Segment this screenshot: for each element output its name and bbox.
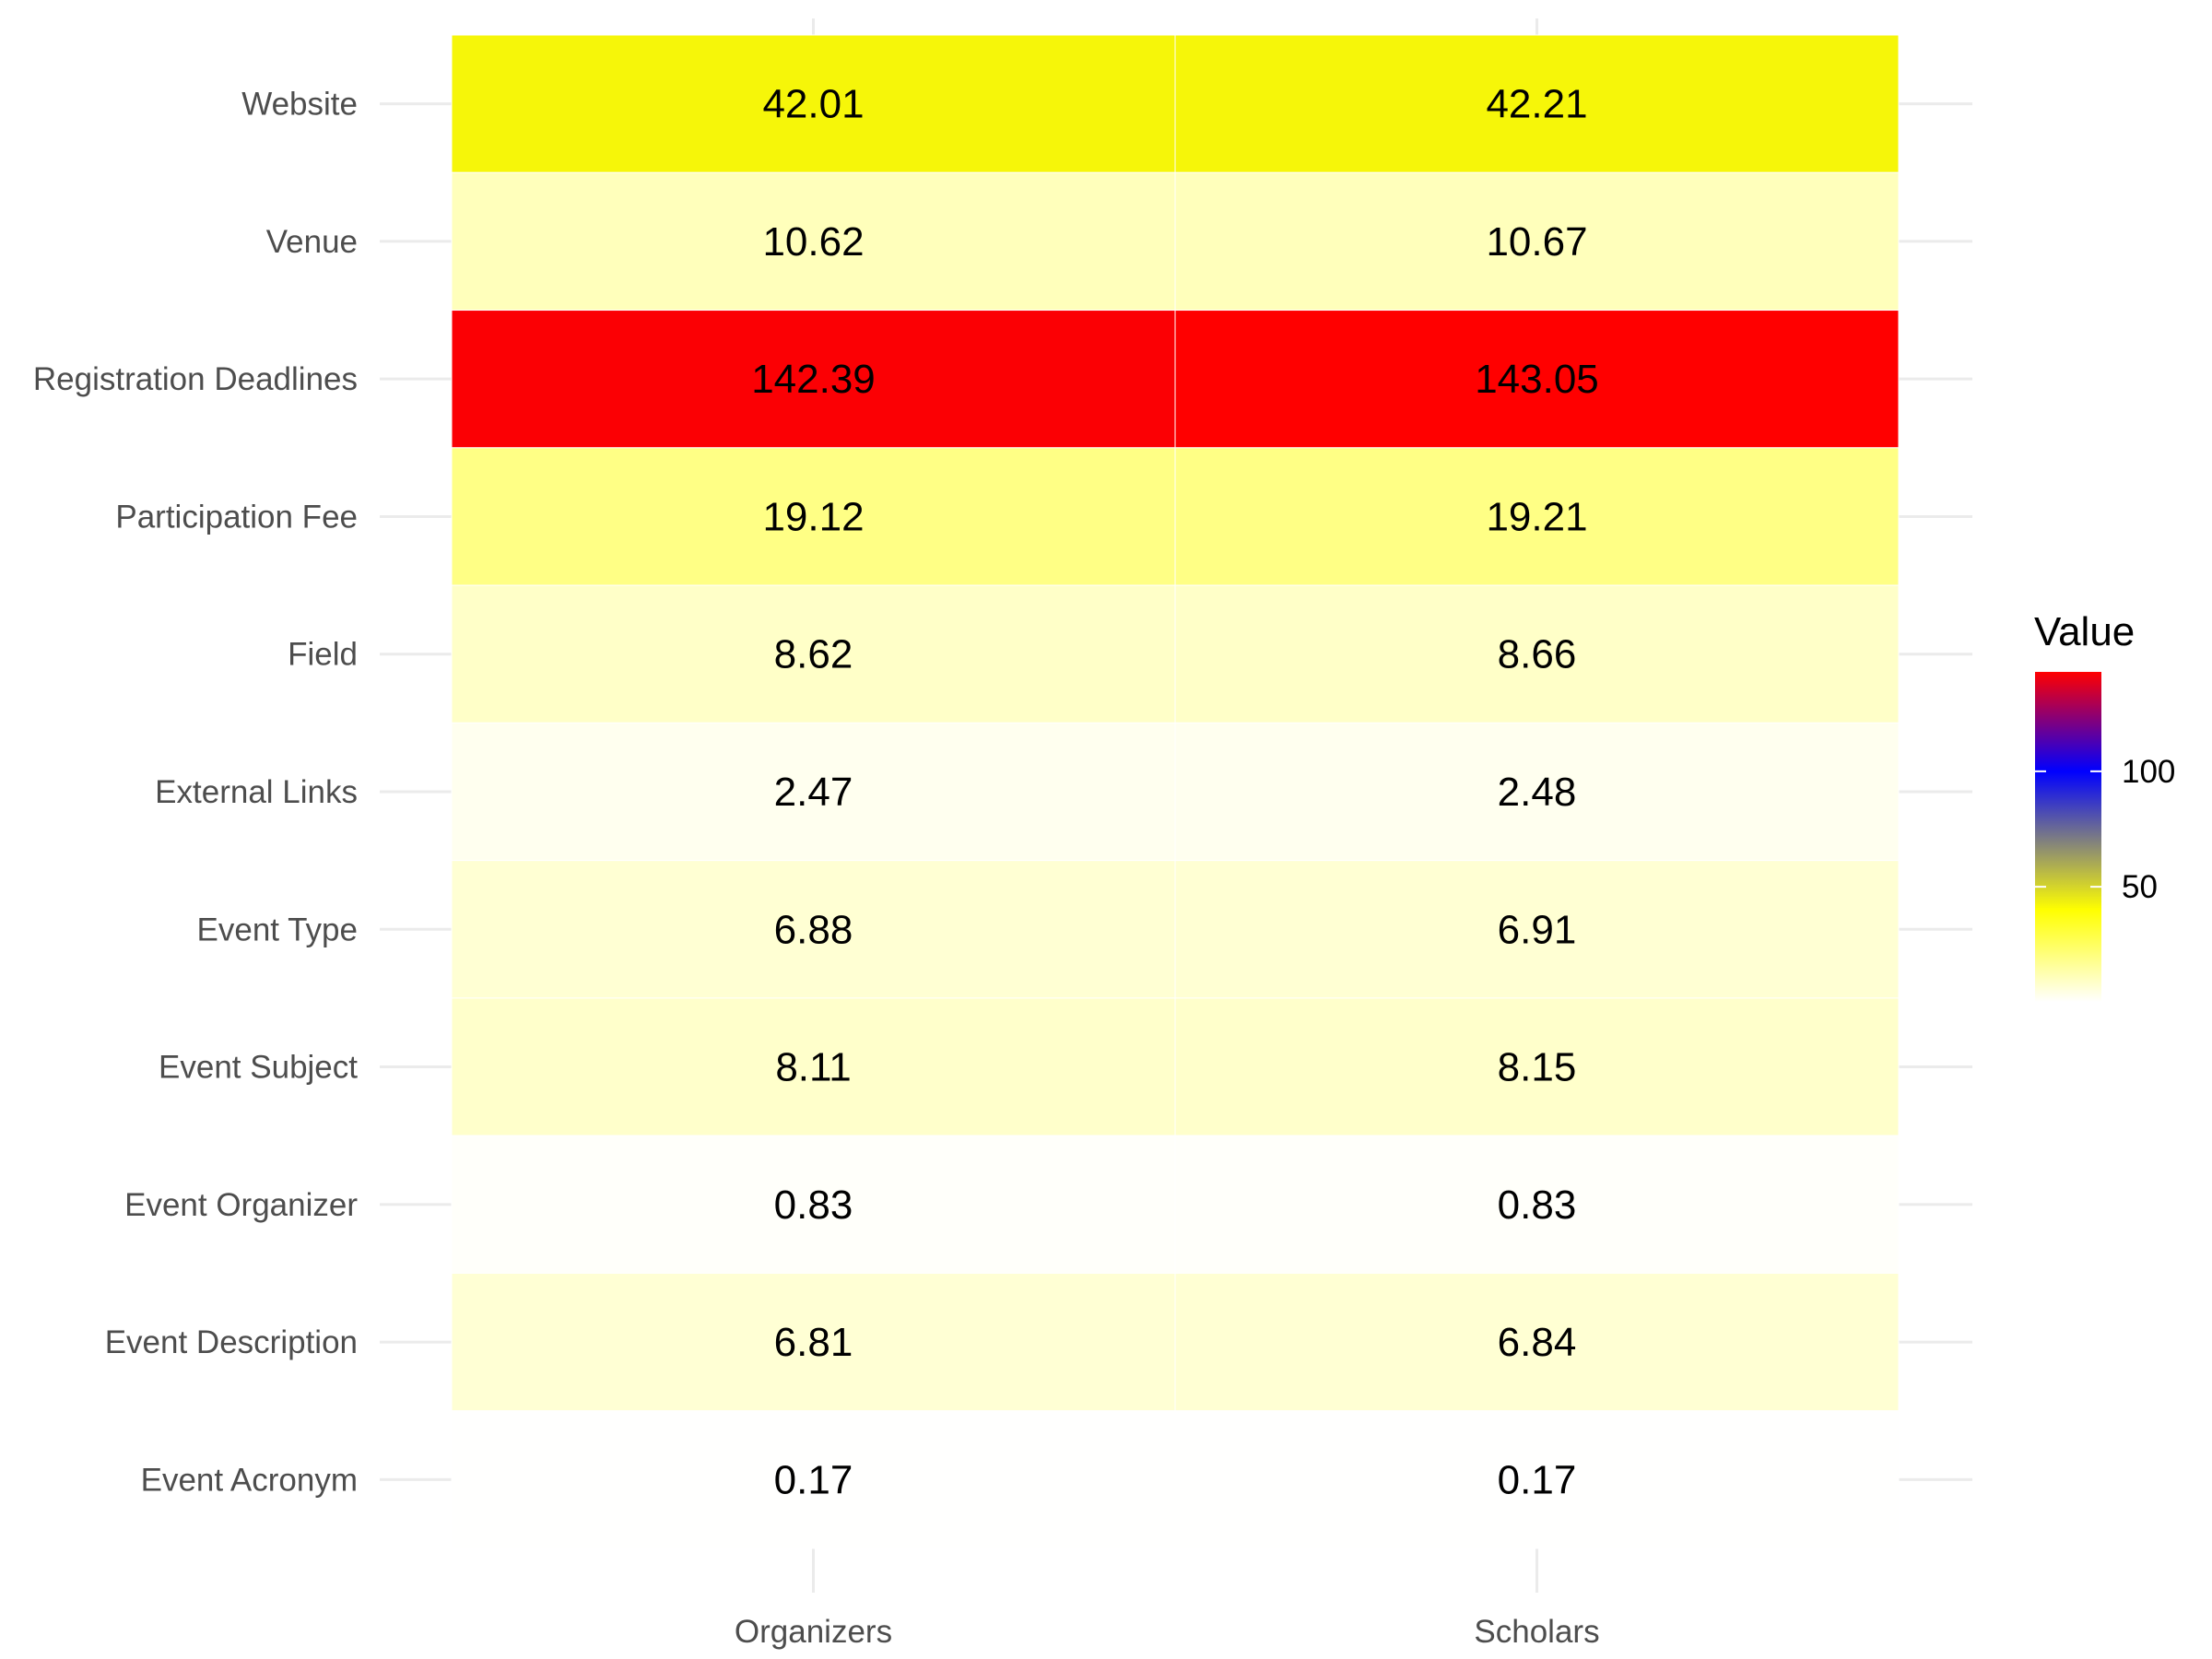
x-axis-ticks: Organizers Scholars [735, 1614, 1600, 1650]
cell-value-label: 6.84 [1498, 1320, 1577, 1365]
heatmap-cell [451, 722, 1176, 862]
y-tick-label: Venue [266, 224, 358, 260]
heatmap-cell [451, 1135, 1176, 1274]
heatmap-cell [1174, 447, 1900, 586]
heatmap-cell [451, 447, 1176, 586]
heatmap-cell [1174, 1410, 1900, 1549]
heatmap-cell [1174, 34, 1900, 173]
cell-value-label: 143.05 [1475, 357, 1599, 402]
y-axis-ticks: Website Venue Registration Deadlines Partic… [33, 87, 358, 1499]
cell-value-label: 142.39 [751, 357, 876, 402]
heatmap-cell [451, 310, 1176, 449]
cell-value-label: 6.81 [774, 1320, 853, 1365]
cell-value-label: 6.88 [774, 907, 853, 952]
cell-value-label: 10.67 [1486, 219, 1587, 265]
heatmap-cell [451, 997, 1176, 1136]
cell-value-label: 2.47 [774, 770, 853, 815]
x-tick-label: Scholars [1474, 1614, 1599, 1650]
y-tick-label: Event Organizer [124, 1187, 358, 1223]
heatmap-cells [451, 34, 1900, 1549]
y-tick-label: Event Type [197, 912, 358, 947]
legend-colorbar [2035, 672, 2101, 1002]
heatmap-cell [451, 34, 1176, 173]
y-tick-label: Website [241, 87, 358, 123]
cell-value-label: 10.62 [762, 219, 864, 265]
cell-value-label: 8.15 [1498, 1045, 1577, 1090]
legend-title: Value [2034, 609, 2135, 654]
y-tick-label: Registration Deadlines [33, 361, 358, 397]
y-tick-label: Field [288, 637, 358, 673]
heatmap-cell [451, 584, 1176, 724]
heatmap-cell [451, 171, 1176, 312]
heatmap-cell [451, 1272, 1176, 1412]
legend-tick-label: 50 [2122, 869, 2158, 905]
heatmap-cell [451, 860, 1176, 999]
cell-value-label: 0.17 [774, 1457, 853, 1502]
cell-value-label: 8.62 [774, 632, 853, 677]
legend-tick-label: 100 [2122, 754, 2175, 790]
heatmap-cell [1174, 997, 1900, 1136]
cell-value-label: 2.48 [1498, 770, 1577, 815]
legend-ticks: 50 100 [2035, 754, 2175, 905]
cell-labels: 42.01 42.21 10.62 10.67 142.39 143.05 19.12 19.… [751, 82, 1599, 1503]
y-tick-label: Event Description [105, 1324, 358, 1360]
cell-value-label: 42.21 [1486, 82, 1587, 127]
y-tick-label: Participation Fee [115, 499, 358, 535]
cell-value-label: 8.11 [775, 1045, 851, 1090]
heatmap-cell [1174, 171, 1900, 312]
cell-value-label: 8.66 [1498, 632, 1577, 677]
cell-value-label: 0.17 [1498, 1457, 1577, 1502]
x-tick-label: Organizers [735, 1614, 892, 1650]
cell-value-label: 0.83 [1498, 1182, 1577, 1228]
cell-value-label: 19.12 [762, 494, 864, 539]
cell-value-label: 19.21 [1486, 494, 1587, 539]
cell-value-label: 6.91 [1498, 907, 1577, 952]
y-tick-label: External Links [155, 774, 358, 810]
y-tick-label: Event Acronym [141, 1462, 358, 1498]
heatmap-cell [1174, 1135, 1900, 1274]
heatmap-cell [1174, 860, 1900, 999]
y-tick-label: Event Subject [159, 1050, 358, 1086]
heatmap-cell [1174, 1272, 1900, 1412]
heatmap-cell [1174, 722, 1900, 862]
cell-value-label: 42.01 [762, 82, 864, 127]
legend: Value 50 100 [2034, 609, 2175, 1002]
cell-value-label: 0.83 [774, 1182, 853, 1228]
heatmap-cell [1174, 584, 1900, 724]
